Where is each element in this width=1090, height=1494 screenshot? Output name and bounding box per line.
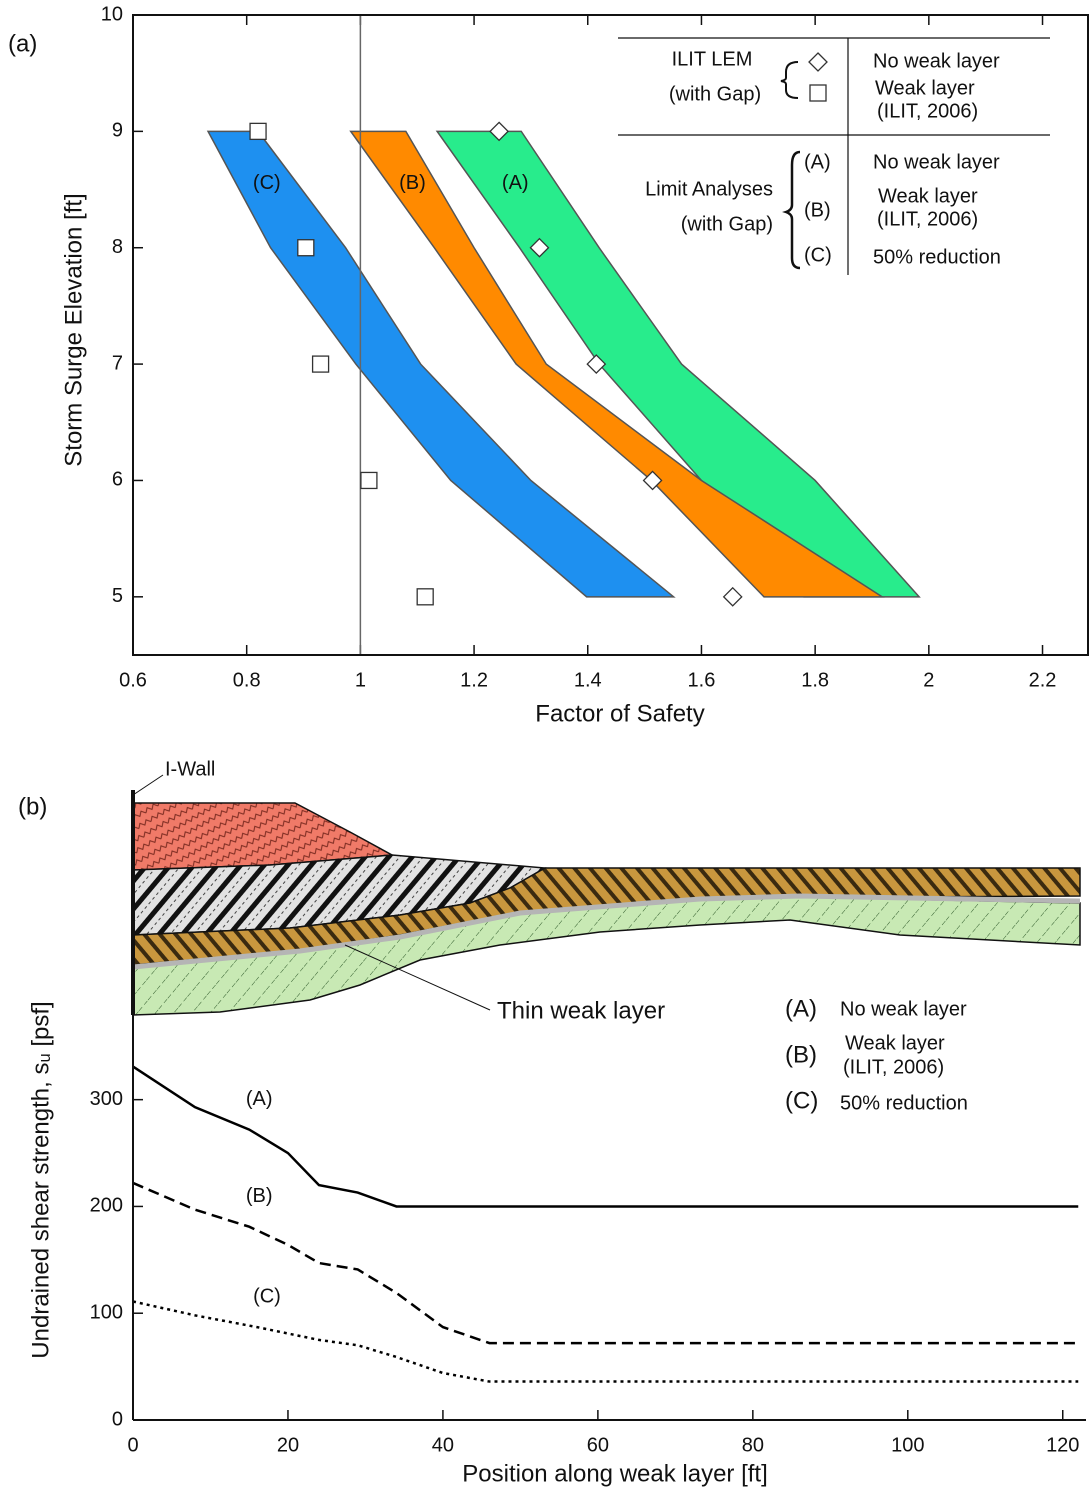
weak-layer (132, 893, 1081, 970)
band-label: (B) (399, 172, 426, 194)
square-marker (809, 84, 827, 102)
x-tick-label: 60 (587, 1434, 609, 1456)
y-tick-label: 100 (90, 1302, 123, 1324)
x-tick-label: 2 (923, 669, 934, 691)
leader-line (132, 774, 164, 796)
x-tick-label: 120 (1046, 1434, 1079, 1456)
x-tick-label: 1.6 (688, 669, 716, 691)
legend-key: (C) (804, 244, 832, 266)
y-tick-label: 8 (112, 236, 123, 258)
x-tick-label: 40 (432, 1434, 454, 1456)
legend-text: Weak layer (878, 185, 978, 207)
y-tick-label: 6 (112, 469, 123, 491)
legend-text: (ILIT, 2006) (843, 1056, 944, 1078)
x-axis-title: Position along weak layer [ft] (462, 1460, 768, 1487)
y-tick-label: 7 (112, 352, 123, 374)
y-tick-label: 300 (90, 1088, 123, 1110)
diamond-marker (586, 354, 607, 375)
legend-text: (ILIT, 2006) (877, 208, 978, 230)
legend-text: (ILIT, 2006) (877, 100, 978, 122)
legend-group-title: Limit Analyses (645, 178, 773, 200)
y-axis-title: Storm Surge Elevation [ft] (60, 193, 87, 466)
legend-key: (B) (804, 199, 831, 221)
x-axis-title: Factor of Safety (535, 700, 704, 727)
square-marker (360, 471, 378, 490)
diamond-marker (808, 52, 828, 72)
x-tick-label: 0.6 (119, 669, 147, 691)
band (349, 130, 885, 598)
square-marker (416, 588, 434, 606)
line-series (132, 1181, 1079, 1345)
y-tick-label: 5 (112, 585, 123, 607)
legend-text: 50% reduction (873, 246, 1001, 268)
diamond-marker (529, 237, 550, 258)
diamond-marker (722, 586, 743, 607)
legend-key: (B) (785, 1041, 817, 1068)
y-tick-label: 10 (101, 3, 123, 25)
plot-frame (132, 14, 1089, 656)
band-label: (A) (502, 172, 529, 194)
x-tick-label: 20 (277, 1434, 299, 1456)
band-label: (C) (253, 172, 281, 194)
y-axis-title: Undrained shear strength, sᵤ [psf] (27, 1001, 54, 1358)
band (206, 130, 676, 598)
panel-label: (a) (8, 30, 37, 57)
x-tick-label: 1.2 (460, 669, 488, 691)
annotation: I-Wall (165, 758, 215, 780)
legend-key: (A) (804, 151, 831, 173)
x-tick-label: 1.4 (574, 669, 602, 691)
legend-text: No weak layer (873, 50, 1000, 72)
diamond-marker (489, 121, 510, 142)
diamond-marker (642, 470, 663, 491)
x-tick-label: 2.2 (1029, 669, 1057, 691)
x-tick-label: 0 (127, 1434, 138, 1456)
line-label: (B) (246, 1185, 273, 1207)
x-tick-label: 1.8 (801, 669, 829, 691)
legend-text: Weak layer (875, 77, 975, 99)
line-label: (A) (246, 1088, 273, 1110)
y-tick-label: 9 (112, 120, 123, 142)
x-tick-label: 100 (891, 1434, 924, 1456)
panel-label: (b) (18, 793, 47, 820)
legend-text: No weak layer (840, 998, 967, 1020)
y-tick-label: 0 (112, 1408, 123, 1430)
x-tick-label: 80 (742, 1434, 764, 1456)
annotation: Thin weak layer (497, 997, 665, 1024)
square-marker (297, 239, 315, 257)
line-series (132, 1065, 1079, 1208)
legend-key: (C) (785, 1087, 818, 1114)
legend-key: (A) (785, 995, 817, 1022)
legend-text: Weak layer (845, 1032, 945, 1054)
legend-text: No weak layer (873, 151, 1000, 173)
legend-text: 50% reduction (840, 1092, 968, 1114)
line-series (132, 1300, 1079, 1383)
y-tick-label: 200 (90, 1195, 123, 1217)
brace (782, 150, 801, 270)
x-tick-label: 0.8 (233, 669, 261, 691)
x-tick-label: 1 (355, 669, 366, 691)
square-marker (311, 355, 330, 373)
square-marker (249, 122, 267, 141)
cross-section (131, 774, 1081, 1016)
legend-group-title: ILIT LEM (672, 48, 753, 70)
legend-group-title: (with Gap) (681, 213, 773, 235)
leader-line (344, 944, 491, 1011)
legend-group-title: (with Gap) (669, 83, 761, 105)
brace (780, 61, 799, 99)
line-label: (C) (253, 1285, 281, 1307)
